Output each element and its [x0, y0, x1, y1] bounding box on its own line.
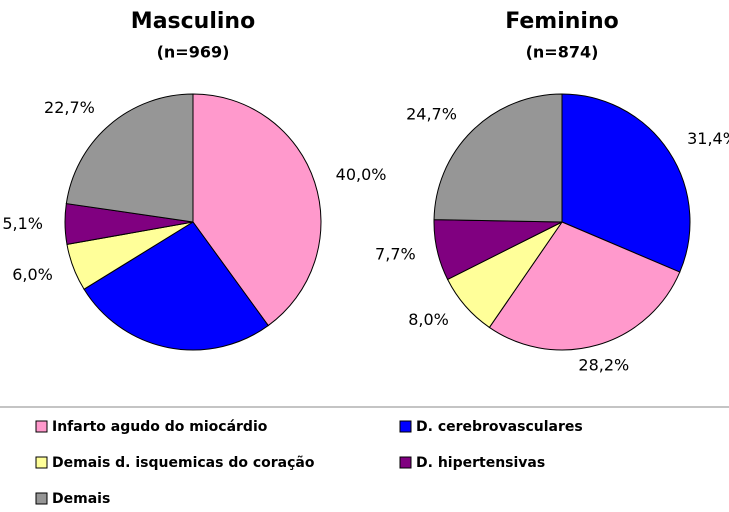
- data-label: 8,0%: [408, 310, 449, 329]
- legend-swatch: [35, 420, 48, 433]
- data-label: 31,4%: [687, 129, 729, 148]
- legend-label: D. cerebrovasculares: [416, 419, 583, 435]
- data-label: 40,0%: [336, 165, 387, 184]
- pie-slice: [83, 221, 269, 351]
- pie-slice: [561, 93, 691, 273]
- pie-slice: [192, 93, 322, 327]
- legend-label: Demais d. isquemicas do coração: [52, 455, 315, 471]
- legend-label: Demais: [52, 491, 110, 507]
- data-label: 28,2%: [578, 356, 629, 375]
- legend-swatch: [399, 456, 412, 469]
- data-label: 24,7%: [406, 104, 457, 123]
- chart-subtitle: (n=874): [526, 43, 599, 62]
- legend-swatch: [35, 456, 48, 469]
- chart-title: Masculino: [131, 9, 255, 34]
- chart-subtitle: (n=969): [157, 43, 230, 62]
- legend-label: Infarto agudo do miocárdio: [52, 419, 268, 435]
- legend-swatch: [35, 492, 48, 505]
- legend-swatch: [399, 420, 412, 433]
- data-label: 5,1%: [2, 214, 43, 233]
- pie-slice: [65, 93, 194, 223]
- pie-slice: [488, 221, 681, 351]
- data-label: 22,7%: [44, 98, 95, 117]
- data-label: 6,0%: [12, 265, 53, 284]
- data-label: 7,7%: [375, 245, 416, 264]
- legend-label: D. hipertensivas: [416, 455, 545, 471]
- pie-slice: [433, 93, 563, 223]
- chart-title: Feminino: [505, 9, 619, 34]
